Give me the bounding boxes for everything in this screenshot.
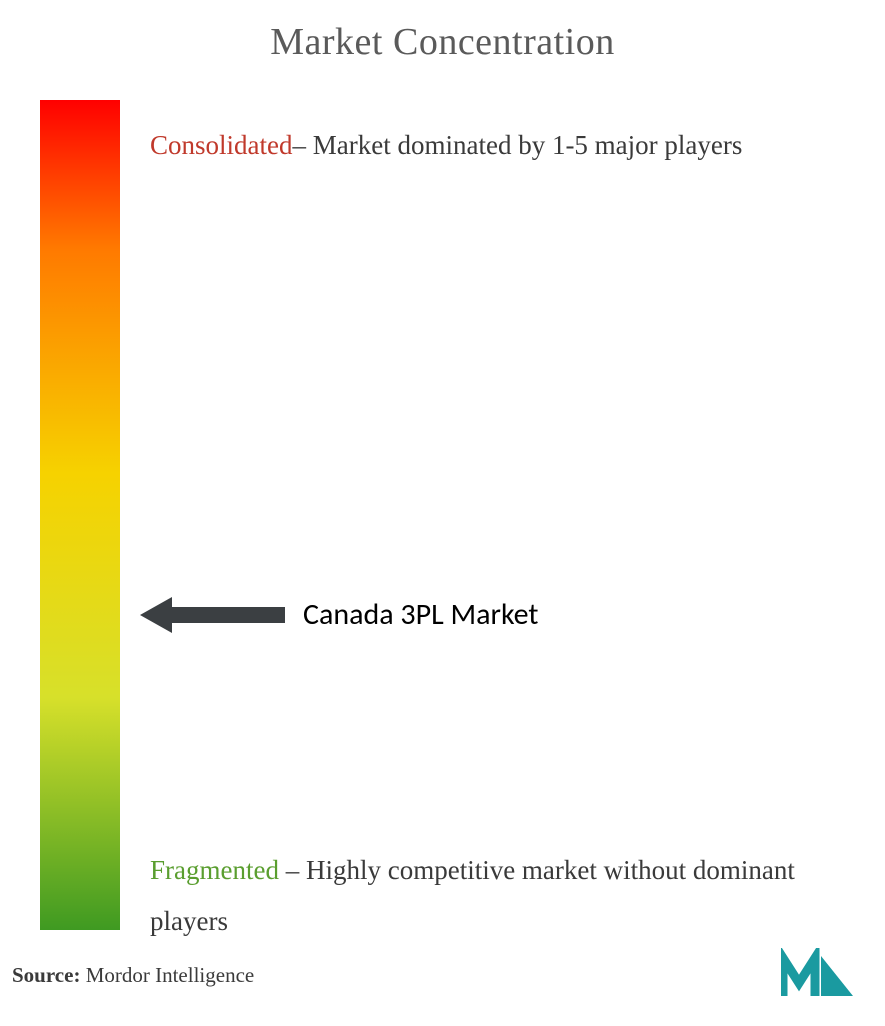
brand-logo-icon <box>781 948 855 998</box>
fragmented-description: Fragmented – Highly competitive market w… <box>150 845 845 948</box>
source-label: Source: <box>12 963 80 987</box>
source-attribution: Source: Mordor Intelligence <box>12 963 254 988</box>
marker-label: Canada 3PL Market <box>303 596 538 633</box>
arrow-left-icon <box>140 595 285 635</box>
gradient-scale-bar <box>40 100 120 930</box>
consolidated-label: Consolidated <box>150 130 293 160</box>
page-title: Market Concentration <box>0 0 885 64</box>
fragmented-label: Fragmented <box>150 855 279 885</box>
concentration-chart: Consolidated– Market dominated by 1-5 ma… <box>40 100 855 940</box>
market-position-marker: Canada 3PL Market <box>140 595 538 635</box>
source-value: Mordor Intelligence <box>80 963 254 987</box>
consolidated-description: Consolidated– Market dominated by 1-5 ma… <box>150 120 845 171</box>
consolidated-desc-text: – Market dominated by 1-5 major players <box>293 130 743 160</box>
